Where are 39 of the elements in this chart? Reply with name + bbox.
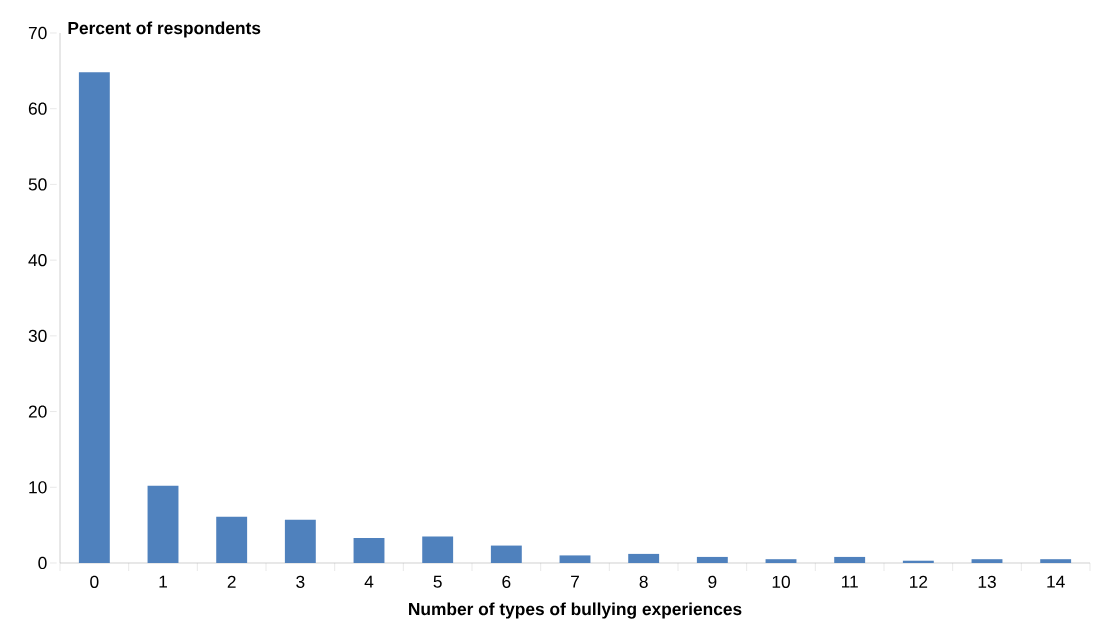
bar [559, 555, 591, 563]
bar [628, 553, 660, 563]
bar [422, 536, 454, 563]
x-tick-label: 10 [772, 575, 790, 588]
x-tick-label: 6 [502, 575, 511, 588]
bar [834, 556, 866, 563]
bar [78, 72, 110, 563]
x-tick-label: 3 [296, 575, 305, 588]
y-tick-label: 20 [28, 405, 47, 418]
x-tick-label: 5 [433, 575, 442, 588]
y-tick-label: 40 [28, 253, 47, 267]
bar [1040, 559, 1072, 563]
bar [765, 559, 797, 563]
x-tick-label: 9 [708, 575, 717, 588]
y-tick-label: 50 [28, 178, 47, 191]
bar [353, 538, 385, 563]
x-axis-title: Number of types of bullying experiences [409, 602, 742, 619]
bar [971, 559, 1003, 563]
x-tick-label: 0 [90, 575, 99, 588]
y-tick-label: 30 [28, 329, 47, 342]
x-tick-label: 7 [571, 575, 579, 588]
bar [490, 545, 522, 563]
bar [147, 485, 179, 563]
x-tick-label: 8 [639, 575, 648, 588]
y-tick-label: 0 [38, 556, 47, 570]
x-tick-label: 2 [227, 575, 236, 588]
x-tick-label: 11 [841, 575, 858, 588]
x-tick-label: 14 [1047, 575, 1065, 588]
bar [284, 519, 316, 563]
y-tick-label: 60 [28, 102, 47, 115]
x-tick-label: 12 [910, 575, 928, 588]
x-tick-label: 13 [978, 575, 996, 588]
x-tick-label: 4 [364, 575, 374, 588]
x-tick-label: 1 [159, 575, 167, 588]
y-tick-label: 70 [28, 26, 47, 40]
bar [216, 516, 248, 563]
bar [696, 556, 728, 563]
y-tick-label: 10 [29, 481, 47, 494]
y-axis-title: Percent of respondents [68, 21, 261, 38]
